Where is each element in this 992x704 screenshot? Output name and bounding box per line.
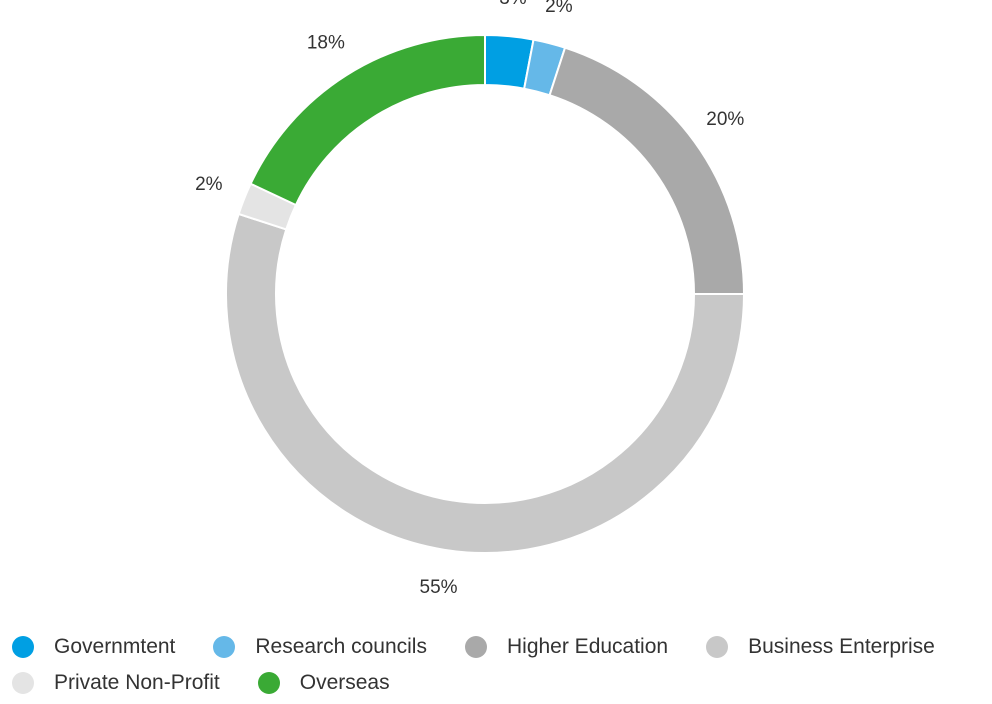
slice-label-business-enterprise: 55% — [420, 577, 458, 598]
legend-row-1: Governmtent Research councils Higher Edu… — [12, 632, 987, 662]
slice-labels-group: 3% 2% 20% 55% 2% 18% — [195, 0, 744, 598]
legend-item-government: Governmtent — [12, 635, 175, 659]
slice-label-higher-education: 20% — [706, 109, 744, 130]
slice-business-enterprise — [225, 212, 746, 554]
slices-group — [225, 33, 746, 554]
legend-label-business-enterprise: Business Enterprise — [748, 635, 935, 658]
slice-higher-education — [548, 46, 746, 295]
slice-overseas — [249, 33, 486, 207]
legend-swatch-business-enterprise — [706, 636, 729, 658]
legend-label-higher-education: Higher Education — [506, 635, 669, 658]
legend-swatch-government — [12, 636, 34, 658]
legend-item-research-councils: Research councils — [213, 635, 427, 659]
legend-row-2: Private Non-Profit Overseas — [12, 668, 987, 698]
legend-item-business-enterprise: Business Enterprise — [706, 635, 935, 659]
legend-label-government: Governmtent — [54, 635, 176, 658]
legend: Governmtent Research councils Higher Edu… — [12, 632, 987, 704]
legend-swatch-private-non-profit — [12, 672, 34, 694]
legend-item-higher-education: Higher Education — [464, 635, 669, 659]
legend-label-private-non-profit: Private Non-Profit — [54, 671, 220, 694]
legend-label-overseas: Overseas — [299, 671, 390, 694]
slice-label-overseas: 18% — [307, 33, 345, 54]
legend-swatch-overseas — [257, 672, 280, 694]
legend-swatch-higher-education — [464, 636, 487, 658]
legend-item-private-non-profit: Private Non-Profit — [12, 671, 220, 695]
legend-item-overseas: Overseas — [257, 671, 390, 695]
legend-swatch-research-councils — [213, 636, 236, 658]
slice-label-governmtent: 3% — [499, 0, 527, 9]
donut-chart-svg: 3% 2% 20% 55% 2% 18% — [195, 0, 746, 598]
slice-label-private-non-profit: 2% — [195, 174, 223, 195]
slice-label-research-councils: 2% — [545, 0, 573, 17]
donut-chart: 3% 2% 20% 55% 2% 18% — [195, 0, 746, 598]
legend-label-research-councils: Research councils — [255, 635, 427, 658]
